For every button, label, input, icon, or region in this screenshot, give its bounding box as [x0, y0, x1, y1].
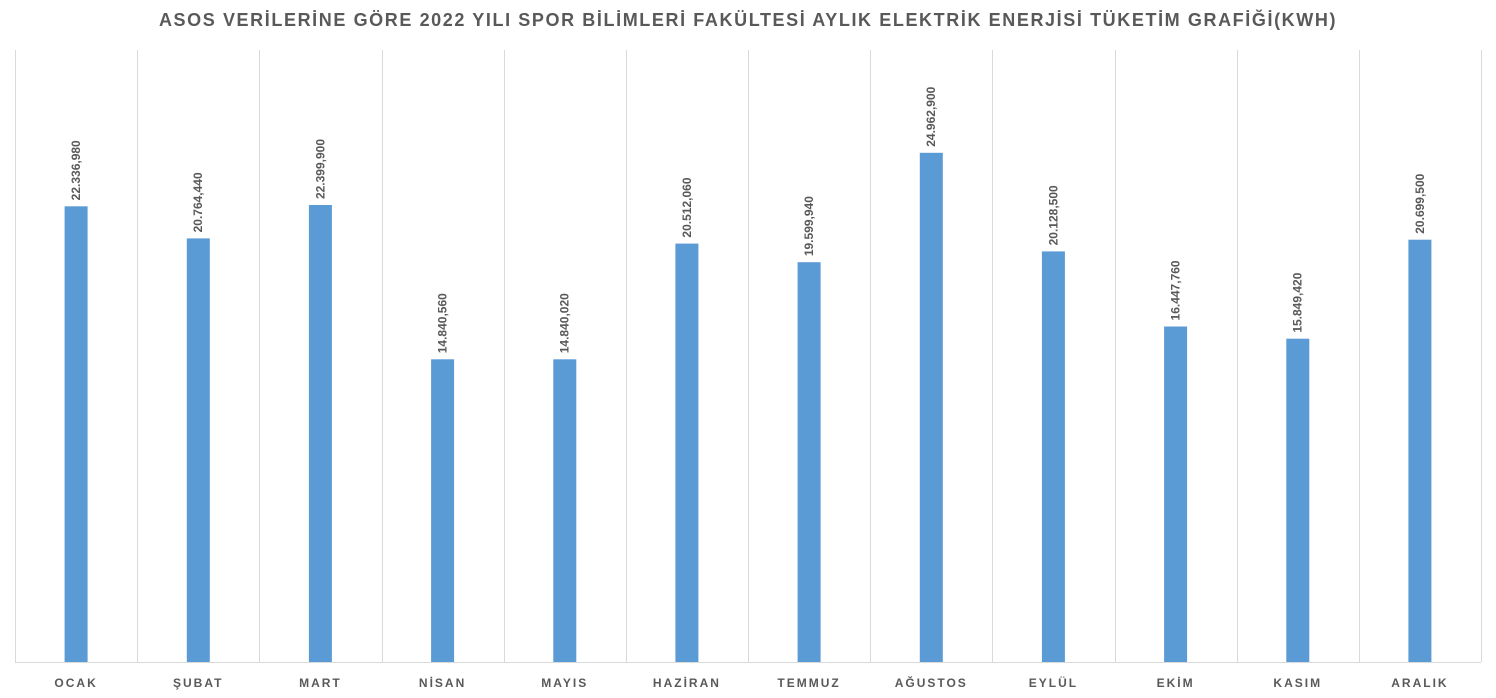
bar	[1164, 326, 1188, 662]
data-label: 14.840,020	[558, 293, 572, 353]
gridlines	[15, 50, 1482, 662]
x-tick-label: TEMMUZ	[777, 676, 840, 690]
data-label: 20.128,500	[1046, 185, 1060, 245]
x-tick-label: ARALIK	[1391, 676, 1448, 690]
bar	[919, 152, 943, 663]
x-axis-tick-labels: OCAK ŞUBAT MART NİSAN MAYIS HAZİRAN TEMMUZ AĞUS…	[54, 675, 1448, 690]
x-tick-label: AĞUSTOS	[895, 675, 968, 690]
x-tick-label: MART	[299, 676, 342, 690]
bar	[64, 206, 88, 663]
data-label: 24.962,900	[924, 86, 938, 146]
bar	[797, 262, 821, 662]
data-labels: 22.336,980 20.764,440 22.399,900 14.840,560…	[69, 86, 1427, 353]
data-label: 22.399,900	[313, 139, 327, 199]
bar	[1286, 338, 1310, 662]
data-label: 15.849,420	[1291, 272, 1305, 332]
bar	[186, 238, 210, 662]
bar	[1041, 251, 1065, 662]
x-tick-label: ŞUBAT	[173, 676, 223, 690]
data-label: 20.699,500	[1413, 173, 1427, 233]
data-label: 22.336,980	[69, 140, 83, 200]
bars	[64, 152, 1432, 663]
x-tick-label: EKİM	[1157, 675, 1195, 690]
x-tick-label: NİSAN	[419, 675, 466, 690]
chart-title: ASOS VERİLERİNE GÖRE 2022 YILI SPOR BİLİ…	[158, 10, 1338, 30]
data-label: 16.447,760	[1169, 260, 1183, 320]
data-label: 20.764,440	[191, 172, 205, 232]
x-tick-label: MAYIS	[541, 676, 588, 690]
data-label: 14.840,560	[436, 293, 450, 353]
data-label: 20.512,060	[680, 177, 694, 237]
bar	[675, 243, 699, 662]
bar	[308, 205, 332, 662]
x-tick-label: KASIM	[1273, 676, 1322, 690]
x-tick-label: EYLÜL	[1029, 675, 1078, 690]
x-tick-label: HAZİRAN	[653, 675, 721, 690]
bar	[553, 359, 577, 662]
data-label: 19.599,940	[802, 196, 816, 256]
bar	[431, 359, 455, 662]
bar	[1408, 239, 1432, 662]
x-tick-label: OCAK	[54, 676, 97, 690]
